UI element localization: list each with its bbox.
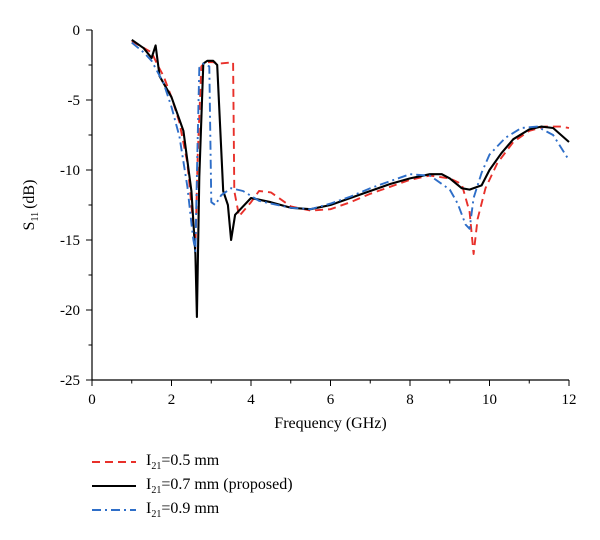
y-axis-label-main: S <box>21 222 38 231</box>
y-axis-label: S11 (dB) <box>21 180 41 231</box>
legend-item-0: I21=0.5 mm <box>92 450 293 474</box>
legend: I21=0.5 mm I21=0.7 mm (proposed) I21=0.9… <box>92 450 293 522</box>
legend-swatch-1 <box>92 485 136 487</box>
legend-item-2: I21=0.9 mm <box>92 498 293 522</box>
y-axis-label-sub: 11 <box>30 212 41 222</box>
y-tick-label: -5 <box>68 93 81 109</box>
series-line-1 <box>131 38 570 319</box>
x-axis-label: Frequency (GHz) <box>274 415 386 432</box>
series-line-0 <box>131 40 570 255</box>
axes: 0 2 4 6 8 10 12 0 -5 -10 -15 -20 -25 <box>60 23 577 408</box>
legend-item-1: I21=0.7 mm (proposed) <box>92 474 293 498</box>
legend-label-0: I21=0.5 mm <box>146 451 220 473</box>
x-tick-label: 6 <box>327 392 335 408</box>
x-tick-label: 2 <box>168 392 176 408</box>
y-tick-label: -15 <box>60 233 80 249</box>
axis-labels: Frequency (GHz) S11 (dB) <box>21 180 387 432</box>
legend-swatch-0 <box>92 461 136 463</box>
y-tick-label: -10 <box>60 163 80 179</box>
x-tick-label: 4 <box>247 392 255 408</box>
y-tick-label: -20 <box>60 303 80 319</box>
legend-label-2: I21=0.9 mm <box>146 499 220 521</box>
legend-swatch-2 <box>92 509 136 511</box>
y-tick-label: -25 <box>60 373 80 389</box>
x-tick-label: 8 <box>406 392 414 408</box>
x-tick-label: 12 <box>562 392 577 408</box>
x-tick-label: 0 <box>88 392 96 408</box>
series-line-2 <box>131 41 570 253</box>
series-layer <box>131 38 570 319</box>
x-tick-label: 10 <box>482 392 497 408</box>
y-axis-label-unit: (dB) <box>21 180 38 209</box>
y-tick-label: 0 <box>73 23 81 39</box>
legend-label-1: I21=0.7 mm (proposed) <box>146 475 293 497</box>
